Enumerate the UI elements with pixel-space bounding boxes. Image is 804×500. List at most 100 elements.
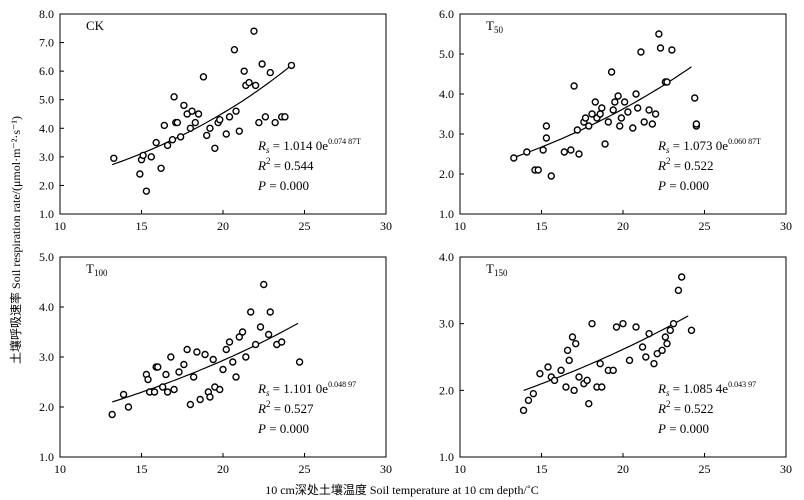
data-point xyxy=(557,366,565,375)
data-point xyxy=(510,154,518,162)
data-point xyxy=(216,116,224,124)
panel-ck: 10 15 20 25 30 1.0 2.0 3.0 4.0 5.0 6.0 7.0 8.0 CK Rs =… xyxy=(39,7,392,233)
y-tick-label: 2.0 xyxy=(439,167,454,181)
data-point xyxy=(176,133,185,141)
data-point xyxy=(542,122,551,130)
y-tick-label: 3.0 xyxy=(39,350,54,364)
data-point xyxy=(199,73,208,81)
data-point xyxy=(596,359,604,368)
data-point xyxy=(119,390,128,399)
data-point xyxy=(251,81,260,90)
data-point xyxy=(575,150,583,158)
data-point xyxy=(585,399,593,408)
data-point xyxy=(609,106,617,114)
data-point xyxy=(266,308,274,316)
plot-frame xyxy=(459,256,787,458)
x-tick-label: 15 xyxy=(136,462,148,476)
data-point xyxy=(260,280,268,289)
data-point xyxy=(180,360,188,369)
plot-frame xyxy=(459,13,787,215)
data-point xyxy=(567,146,575,154)
data-point xyxy=(170,385,178,394)
x-axis-label: 10 cm深处土壤温度 Soil temperature at 10 cm de… xyxy=(265,482,539,497)
data-point xyxy=(160,121,169,130)
data-point xyxy=(247,308,255,316)
panel-t50: 10 15 20 25 30 1.0 2.0 3.0 4.0 5.0 6.0 T50 Rs = 1.07… xyxy=(439,7,792,233)
y-tick-label: 2.0 xyxy=(39,178,54,192)
data-point xyxy=(668,46,676,54)
data-point xyxy=(202,131,211,140)
x-tick-label: 25 xyxy=(699,462,711,476)
data-point xyxy=(193,348,201,356)
data-point xyxy=(651,110,660,118)
x-tick-label: 20 xyxy=(617,219,629,233)
y-tick-label: 5.0 xyxy=(439,47,454,61)
y-tick-label: 1.0 xyxy=(39,450,54,464)
data-point xyxy=(173,118,182,127)
data-point xyxy=(637,48,645,56)
data-point xyxy=(669,319,678,328)
p-value: P = 0.000 xyxy=(257,178,309,193)
data-point xyxy=(612,323,621,331)
data-point xyxy=(542,134,551,142)
fit-equation: Rs = 1.073 0e0.060 87T xyxy=(657,137,761,155)
data-point xyxy=(180,101,188,110)
data-point xyxy=(232,373,240,381)
data-point xyxy=(565,356,573,365)
data-point xyxy=(560,148,569,156)
data-point xyxy=(598,383,606,391)
data-point xyxy=(625,356,634,365)
data-point xyxy=(570,82,578,90)
data-point xyxy=(211,144,219,152)
data-point xyxy=(158,383,167,391)
data-point xyxy=(124,403,133,411)
data-point xyxy=(240,67,248,75)
data-point xyxy=(191,118,199,127)
data-point xyxy=(245,78,253,87)
panel-label: T150 xyxy=(486,261,508,278)
x-tick-label: 15 xyxy=(536,462,548,476)
data-point xyxy=(691,94,699,102)
data-point xyxy=(142,187,151,195)
y-tick-label: 7.0 xyxy=(39,36,54,50)
data-point xyxy=(677,273,686,281)
data-point xyxy=(189,373,198,381)
data-point xyxy=(139,151,147,160)
y-tick-label: 1.0 xyxy=(39,207,54,221)
data-point xyxy=(110,154,118,162)
data-point xyxy=(687,326,696,335)
fit-equation: Rs = 1.014 0e0.074 87T xyxy=(257,137,361,155)
data-point xyxy=(607,68,616,76)
data-point xyxy=(674,286,683,295)
r-squared: R2 = 0.544 xyxy=(257,156,314,173)
data-point xyxy=(575,373,583,381)
data-point xyxy=(147,153,155,161)
data-point xyxy=(235,127,244,135)
y-tick-label: 4.0 xyxy=(39,121,54,135)
y-tick-label: 4.0 xyxy=(39,300,54,314)
x-tick-label: 10 xyxy=(454,462,466,476)
y-tick-label: 5.0 xyxy=(39,93,54,107)
data-point xyxy=(108,410,116,419)
data-point xyxy=(150,388,159,396)
data-point xyxy=(536,369,544,378)
data-point xyxy=(183,345,191,354)
data-point xyxy=(661,333,670,341)
data-point xyxy=(656,44,665,52)
data-point xyxy=(692,120,701,128)
data-point xyxy=(588,110,596,118)
data-point xyxy=(534,166,542,174)
y-tick-label: 8.0 xyxy=(39,7,54,21)
data-point xyxy=(609,366,617,375)
data-point xyxy=(264,330,273,339)
fit-curve xyxy=(112,322,299,403)
data-point xyxy=(266,68,274,77)
y-tick-label: 3.0 xyxy=(439,127,454,141)
data-point xyxy=(238,328,247,336)
data-point xyxy=(154,363,162,371)
data-point xyxy=(640,118,648,126)
p-value: P = 0.000 xyxy=(657,178,709,193)
data-point xyxy=(258,60,266,68)
data-point xyxy=(229,358,237,366)
